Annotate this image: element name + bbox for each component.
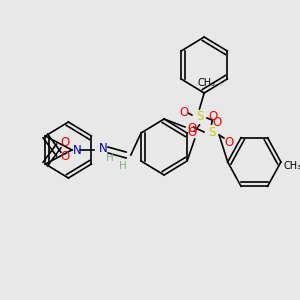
Text: CH₃: CH₃ bbox=[283, 161, 300, 171]
Text: H: H bbox=[106, 153, 114, 163]
Text: CH₃: CH₃ bbox=[197, 78, 215, 88]
Text: H: H bbox=[119, 161, 127, 171]
Text: O: O bbox=[180, 106, 189, 118]
Text: O: O bbox=[61, 151, 70, 164]
Text: O: O bbox=[224, 136, 233, 148]
Text: N: N bbox=[99, 142, 108, 155]
Text: O: O bbox=[212, 116, 221, 128]
Text: S: S bbox=[196, 110, 203, 124]
Text: O: O bbox=[187, 122, 196, 136]
Text: O: O bbox=[209, 110, 218, 122]
Text: S: S bbox=[208, 125, 215, 139]
Text: O: O bbox=[187, 127, 196, 140]
Text: N: N bbox=[73, 143, 82, 157]
Text: O: O bbox=[61, 136, 70, 149]
